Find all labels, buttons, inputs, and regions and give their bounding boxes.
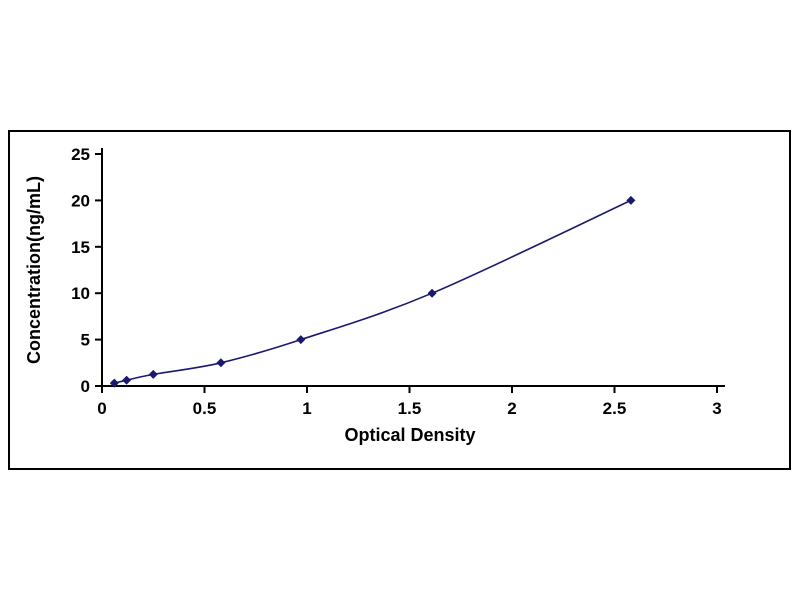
x-tick-label: 0.5 xyxy=(193,399,217,418)
x-axis-label: Optical Density xyxy=(344,425,475,445)
series-line xyxy=(114,199,632,384)
y-tick-label: 10 xyxy=(71,284,90,303)
data-point-marker xyxy=(148,369,158,379)
x-tick-label: 3 xyxy=(712,399,721,418)
data-point-marker xyxy=(122,375,132,385)
data-point-marker xyxy=(626,195,636,205)
x-tick-label: 0 xyxy=(97,399,106,418)
y-tick-label: 20 xyxy=(71,191,90,210)
data-point-marker xyxy=(216,358,226,368)
y-axis-label: Concentration(ng/mL) xyxy=(24,176,44,364)
x-tick-label: 2 xyxy=(507,399,516,418)
data-point-marker xyxy=(427,288,437,298)
x-tick-label: 1.5 xyxy=(398,399,422,418)
data-point-marker xyxy=(296,335,306,345)
elisa-standard-curve-figure: Optical Density Concentration(ng/mL) 0 0.… xyxy=(8,130,791,470)
y-tick-label: 25 xyxy=(71,145,90,164)
data-point-marker xyxy=(109,378,119,388)
x-tick-label: 2.5 xyxy=(603,399,627,418)
x-tick-label: 1 xyxy=(302,399,311,418)
chart-canvas: Optical Density Concentration(ng/mL) 0 0.… xyxy=(24,145,725,445)
y-tick-label: 0 xyxy=(81,377,90,396)
y-tick-label: 15 xyxy=(71,238,90,257)
y-tick-label: 5 xyxy=(81,331,90,350)
